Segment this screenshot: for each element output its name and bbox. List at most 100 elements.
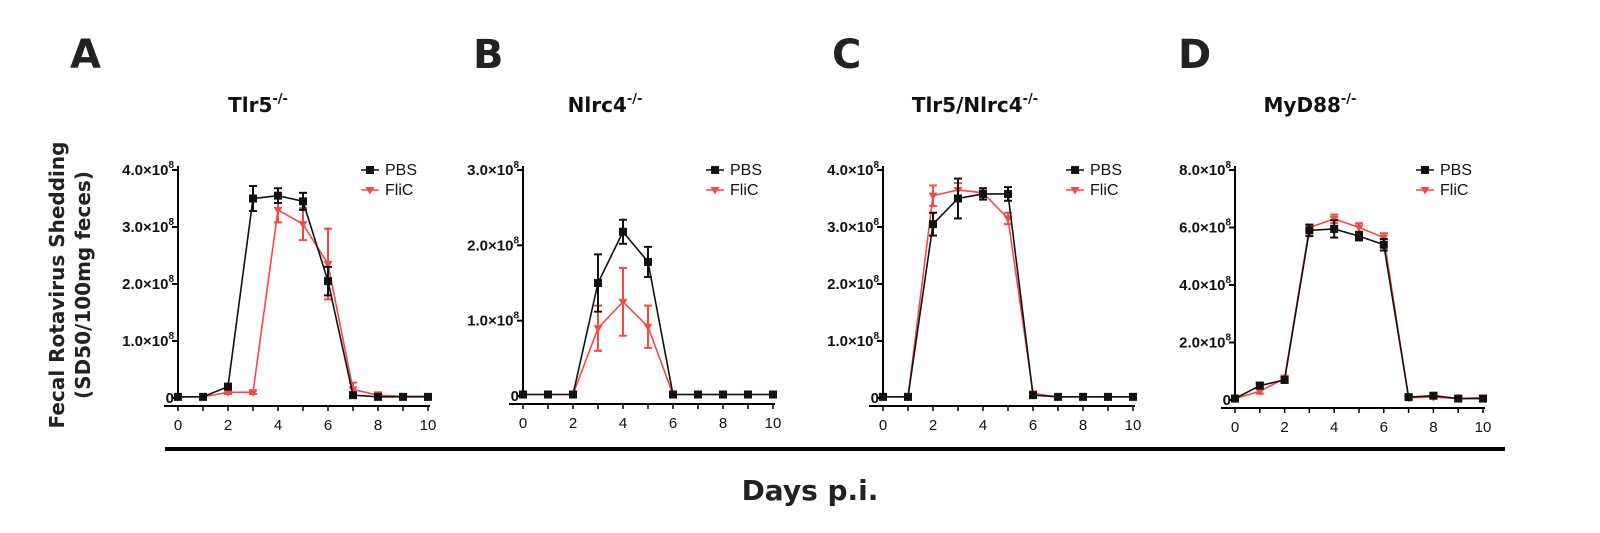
data-point bbox=[223, 389, 233, 397]
data-point bbox=[619, 227, 627, 236]
data-point bbox=[694, 390, 702, 399]
legend-marker bbox=[1420, 187, 1430, 195]
y-tick-label-main: 4.0×10 bbox=[827, 162, 873, 179]
y-tick-label-main: 8.0×10 bbox=[1179, 162, 1225, 179]
series-pbs bbox=[519, 218, 777, 399]
y-tick-label-exponent: 8 bbox=[873, 217, 879, 228]
panel-title-main: Tlr5/Nlrc4 bbox=[912, 93, 1023, 117]
y-axis-label-line1: Fecal Rotavirus Shedding bbox=[45, 142, 69, 429]
y-tick-label-exponent: 8 bbox=[873, 331, 879, 342]
y-tick-label: 3.0×108 bbox=[827, 217, 879, 236]
series-line bbox=[1234, 218, 1484, 400]
data-point bbox=[644, 257, 652, 266]
x-tick-label: 2 bbox=[569, 415, 577, 432]
y-tick-label-exponent: 8 bbox=[873, 274, 879, 285]
y-tick-label-main: 2.0×10 bbox=[1179, 335, 1225, 352]
panel-title-superscript: -/- bbox=[627, 92, 643, 107]
y-tick-label: 0 bbox=[871, 390, 879, 407]
y-tick-label-exponent: 8 bbox=[168, 160, 174, 171]
legend-label: PBS bbox=[730, 162, 762, 179]
data-point bbox=[399, 392, 407, 401]
legend-marker bbox=[711, 166, 719, 174]
legend-marker bbox=[1070, 187, 1080, 195]
data-point bbox=[744, 390, 752, 399]
series-line bbox=[1234, 228, 1483, 400]
series-flic bbox=[878, 182, 1138, 402]
y-tick-label: 2.0×108 bbox=[467, 235, 519, 254]
y-tick-label-main: 3.0×10 bbox=[467, 162, 513, 179]
x-tick-label: 0 bbox=[519, 415, 527, 432]
y-tick-label-main: 1.0×10 bbox=[122, 333, 168, 350]
panel-title: Nlrc4-/- bbox=[568, 92, 643, 117]
data-point bbox=[374, 392, 382, 401]
y-tick-label-exponent: 8 bbox=[873, 160, 879, 171]
y-tick-label: 1.0×108 bbox=[467, 311, 519, 330]
x-tick-label: 10 bbox=[1125, 417, 1142, 434]
data-point bbox=[569, 390, 577, 399]
panel-title-main: MyD88 bbox=[1264, 93, 1341, 117]
x-tick-label: 8 bbox=[1079, 417, 1087, 434]
y-tick-label-main: 2.0×10 bbox=[827, 276, 873, 293]
y-tick-label: 4.0×108 bbox=[827, 160, 879, 179]
data-point bbox=[1354, 224, 1364, 232]
legend-marker bbox=[1071, 166, 1079, 174]
y-tick-label-exponent: 8 bbox=[1225, 160, 1231, 171]
series-flic bbox=[1230, 213, 1488, 404]
y-tick-label-main: 6.0×10 bbox=[1179, 220, 1225, 237]
x-tick-label: 8 bbox=[1429, 419, 1437, 436]
y-tick-label: 0 bbox=[1223, 392, 1231, 409]
panel-title: MyD88-/- bbox=[1264, 92, 1357, 117]
legend-label: FliC bbox=[1090, 182, 1118, 199]
data-point bbox=[1255, 388, 1265, 396]
data-point bbox=[1054, 392, 1062, 401]
legend-marker bbox=[1421, 166, 1429, 174]
x-tick-label: 6 bbox=[669, 415, 677, 432]
y-tick-label-exponent: 8 bbox=[1225, 218, 1231, 229]
panel-title: Tlr5/Nlrc4-/- bbox=[912, 92, 1038, 117]
data-point bbox=[323, 261, 333, 269]
y-tick-label-exponent: 8 bbox=[168, 274, 174, 285]
data-point bbox=[544, 390, 552, 399]
data-point bbox=[519, 390, 527, 399]
legend-marker bbox=[365, 187, 375, 195]
y-tick-label-main: 1.0×10 bbox=[467, 313, 513, 330]
y-tick-label: 0 bbox=[166, 390, 174, 407]
x-tick-label: 6 bbox=[1029, 417, 1037, 434]
data-point bbox=[1379, 240, 1388, 249]
data-point bbox=[618, 298, 628, 307]
data-point bbox=[1330, 224, 1339, 233]
data-point bbox=[719, 390, 727, 399]
panel-letter: A bbox=[70, 32, 101, 78]
x-tick-label: 0 bbox=[1231, 419, 1239, 436]
x-tick-label: 4 bbox=[619, 415, 627, 432]
y-tick-label: 0 bbox=[511, 388, 519, 405]
data-point bbox=[954, 194, 962, 203]
data-point bbox=[174, 392, 182, 401]
data-point bbox=[298, 221, 308, 229]
panel-title-superscript: -/- bbox=[1023, 92, 1039, 107]
panel-c: CTlr5/Nlrc4-/-01.0×1082.0×1083.0×1084.0×… bbox=[827, 32, 1141, 434]
x-tick-label: 8 bbox=[374, 417, 382, 434]
data-point bbox=[643, 323, 653, 332]
data-point bbox=[424, 392, 432, 401]
legend-label: FliC bbox=[1440, 182, 1468, 199]
x-tick-label: 6 bbox=[1380, 419, 1388, 436]
y-tick-label-main: 3.0×10 bbox=[827, 219, 873, 236]
data-point bbox=[1255, 381, 1264, 390]
data-point bbox=[1429, 391, 1438, 400]
data-point bbox=[1231, 394, 1239, 403]
y-tick-label-exponent: 8 bbox=[168, 217, 174, 228]
y-tick-label: 1.0×108 bbox=[122, 331, 174, 350]
data-point bbox=[1404, 393, 1413, 402]
data-point bbox=[1479, 394, 1487, 403]
data-point bbox=[224, 382, 232, 391]
x-tick-label: 4 bbox=[979, 417, 987, 434]
data-point bbox=[669, 390, 677, 399]
series-flic bbox=[518, 266, 778, 399]
series-pbs bbox=[174, 184, 432, 401]
y-tick-label: 1.0×108 bbox=[827, 331, 879, 350]
